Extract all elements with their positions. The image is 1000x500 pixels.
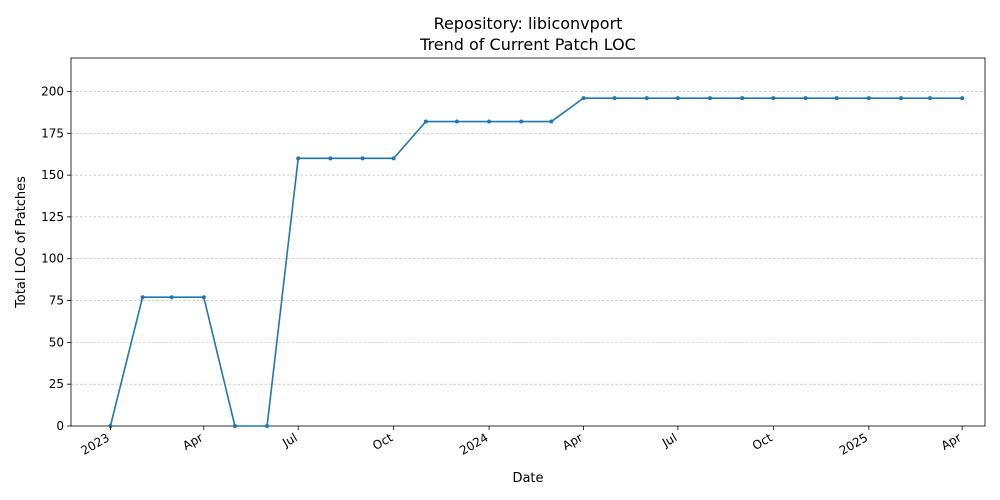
data-point (581, 96, 586, 101)
data-point (708, 96, 713, 101)
y-tick-label: 0 (56, 419, 64, 433)
data-point (519, 119, 524, 124)
series-points-layer (108, 96, 965, 428)
data-point (803, 96, 808, 101)
x-tick-label: Oct (750, 430, 775, 453)
data-point (328, 156, 333, 161)
series-line (109, 97, 963, 427)
data-point (423, 119, 428, 124)
series-line-layer (109, 97, 963, 427)
gridlines (71, 91, 985, 385)
data-point (391, 156, 396, 161)
x-tick-label: Apr (939, 430, 964, 453)
y-tick-label: 150 (41, 168, 64, 182)
data-point (140, 295, 145, 300)
data-point (771, 96, 776, 101)
data-point (487, 119, 492, 124)
data-point (549, 119, 554, 124)
x-tick-label: Jul (659, 430, 679, 450)
data-point (232, 424, 237, 428)
data-point (740, 96, 745, 101)
tick-layer: 0 25 50 75 100 125 150 175 200 2023 Apr Jul Oct 2024 A… (41, 84, 964, 457)
y-tick-label: 100 (41, 252, 64, 266)
axes (70, 57, 986, 427)
plot-frame (70, 57, 986, 427)
data-point (898, 96, 903, 101)
y-tick-label: 125 (41, 210, 64, 224)
y-tick-label: 50 (49, 335, 64, 349)
x-tick-label: 2023 (78, 430, 111, 457)
data-point (866, 96, 871, 101)
x-tick-label: 2025 (837, 430, 870, 457)
data-point (454, 119, 459, 124)
x-tick-label: Apr (180, 430, 205, 453)
data-point (201, 295, 206, 300)
data-point (169, 295, 174, 300)
data-point (834, 96, 839, 101)
data-point (612, 96, 617, 101)
chart-title-line-2: Trend of Current Patch LOC (419, 35, 636, 54)
chart-title-line-1: Repository: libiconvport (434, 14, 623, 33)
y-tick-label: 200 (41, 84, 64, 98)
y-tick-label: 25 (49, 377, 64, 391)
x-tick-label: Jul (279, 430, 299, 450)
data-point (265, 424, 270, 428)
data-point (960, 96, 965, 101)
y-tick-label: 175 (41, 126, 64, 140)
data-point (675, 96, 680, 101)
y-axis-label: Total LOC of Patches (14, 176, 29, 309)
data-point (296, 156, 301, 161)
data-point (360, 156, 365, 161)
x-axis-label: Date (512, 471, 543, 486)
y-tick-label: 75 (49, 294, 64, 308)
x-tick-label: Oct (370, 430, 395, 453)
data-point (928, 96, 933, 101)
data-point (644, 96, 649, 101)
x-tick-label: Apr (560, 430, 585, 453)
x-tick-label: 2024 (457, 430, 490, 457)
